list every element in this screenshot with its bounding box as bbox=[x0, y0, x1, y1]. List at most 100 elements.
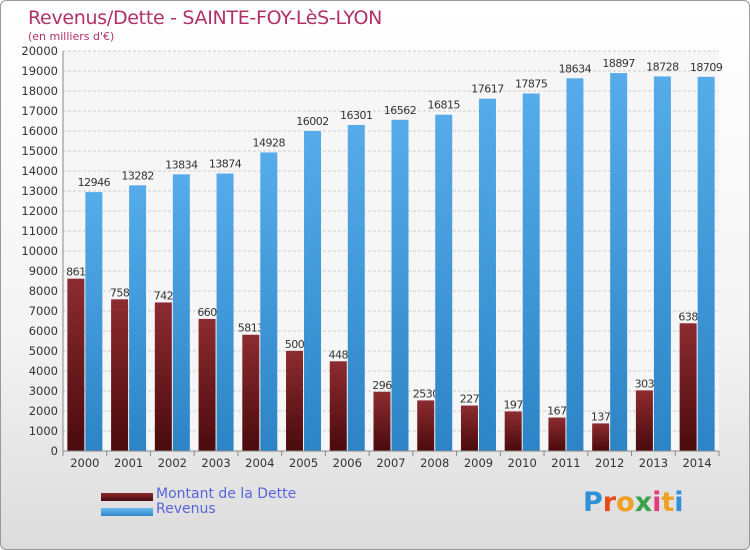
data-label-revenus: 16562 bbox=[384, 104, 417, 117]
bar-revenus bbox=[304, 130, 322, 451]
bar-dette bbox=[67, 278, 85, 451]
y-tick-label: 9000 bbox=[29, 264, 58, 278]
bar-dette bbox=[154, 302, 172, 451]
x-tick-label: 2014 bbox=[682, 456, 711, 470]
bar-revenus bbox=[697, 76, 715, 451]
bar-revenus bbox=[435, 114, 453, 451]
proxiti-logo: Proxiti bbox=[583, 487, 684, 518]
data-label-revenus: 14928 bbox=[253, 136, 286, 149]
data-label-dette: 296 bbox=[372, 379, 392, 392]
y-tick-label: 16000 bbox=[21, 124, 58, 138]
x-tick-label: 2012 bbox=[595, 456, 624, 470]
y-tick-label: 11000 bbox=[21, 224, 58, 238]
x-tick-label: 2009 bbox=[464, 456, 493, 470]
chart-title: Revenus/Dette - SAINTE-FOY-LèS-LYON bbox=[28, 7, 383, 29]
bar-dette bbox=[286, 350, 304, 451]
y-tick-label: 0 bbox=[51, 444, 58, 458]
bar-dette bbox=[373, 391, 391, 451]
logo-letter: o bbox=[616, 487, 635, 518]
y-tick-label: 18000 bbox=[21, 84, 58, 98]
y-tick-label: 10000 bbox=[21, 244, 58, 258]
bar-revenus bbox=[216, 173, 234, 451]
y-tick-label: 20000 bbox=[21, 44, 58, 58]
bar-revenus bbox=[85, 192, 103, 451]
bar-dette bbox=[504, 411, 522, 451]
data-label-revenus: 18709 bbox=[690, 61, 723, 74]
data-label-revenus: 18728 bbox=[646, 60, 679, 73]
y-tick-label: 7000 bbox=[29, 304, 58, 318]
bar-dette bbox=[548, 417, 566, 451]
data-label-dette: 758 bbox=[110, 286, 130, 299]
data-label-revenus: 12946 bbox=[78, 176, 111, 189]
data-label-revenus: 16301 bbox=[340, 109, 373, 122]
data-label-dette: 660 bbox=[197, 306, 217, 319]
y-tick-label: 2000 bbox=[29, 404, 58, 418]
x-tick-label: 2011 bbox=[551, 456, 580, 470]
y-tick-label: 6000 bbox=[29, 324, 58, 338]
bar-revenus bbox=[129, 185, 147, 452]
bar-revenus bbox=[347, 124, 365, 451]
data-label-dette: 638 bbox=[678, 310, 698, 323]
y-tick-label: 17000 bbox=[21, 104, 58, 118]
legend-label-dette: Montant de la Dette bbox=[156, 486, 297, 502]
data-label-dette: 448 bbox=[329, 348, 349, 361]
legend-label-revenus: Revenus bbox=[156, 501, 216, 517]
bar-revenus bbox=[391, 119, 409, 451]
bar-revenus bbox=[522, 93, 540, 451]
y-tick-label: 8000 bbox=[29, 284, 58, 298]
x-tick-label: 2001 bbox=[114, 456, 143, 470]
data-label-dette: 5813 bbox=[238, 322, 264, 335]
y-tick-label: 4000 bbox=[29, 364, 58, 378]
data-label-revenus: 13834 bbox=[165, 158, 198, 171]
bar-revenus bbox=[172, 174, 190, 451]
data-label-dette: 197 bbox=[503, 398, 523, 411]
logo-letter: i bbox=[652, 487, 662, 518]
x-tick-label: 2000 bbox=[70, 456, 99, 470]
data-label-dette: 137 bbox=[591, 410, 611, 423]
data-label-revenus: 13282 bbox=[121, 169, 154, 182]
bar-revenus bbox=[478, 98, 496, 451]
x-tick-label: 2003 bbox=[201, 456, 230, 470]
data-label-dette: 303 bbox=[635, 377, 655, 390]
data-label-revenus: 13874 bbox=[209, 158, 242, 171]
y-tick-label: 14000 bbox=[21, 164, 58, 178]
x-tick-label: 2005 bbox=[289, 456, 318, 470]
y-tick-label: 12000 bbox=[21, 204, 58, 218]
bar-revenus bbox=[566, 78, 584, 451]
data-label-revenus: 16002 bbox=[296, 115, 329, 128]
data-label-dette: 227 bbox=[460, 393, 480, 406]
legend-swatch-revenus bbox=[101, 508, 153, 516]
x-tick-label: 2010 bbox=[508, 456, 537, 470]
logo-letter: r bbox=[602, 487, 617, 518]
y-tick-label: 1000 bbox=[29, 424, 58, 438]
data-label-dette: 742 bbox=[154, 289, 174, 302]
logo-letter: P bbox=[583, 487, 603, 518]
bar-dette bbox=[679, 323, 697, 451]
bar-dette bbox=[242, 334, 260, 451]
data-label-revenus: 18897 bbox=[602, 57, 635, 70]
bar-dette bbox=[417, 400, 435, 451]
bar-dette bbox=[592, 423, 610, 451]
logo-letter: x bbox=[634, 487, 653, 518]
x-tick-label: 2007 bbox=[376, 456, 405, 470]
chart-subtitle: (en milliers d'€) bbox=[28, 30, 115, 43]
bar-dette bbox=[198, 318, 216, 451]
bar-revenus bbox=[610, 73, 628, 451]
x-tick-label: 2006 bbox=[333, 456, 362, 470]
logo-letter: t bbox=[661, 487, 675, 518]
legend-swatch-dette bbox=[101, 493, 153, 501]
bar-revenus bbox=[653, 76, 671, 451]
bar-revenus bbox=[260, 152, 278, 451]
x-tick-label: 2008 bbox=[420, 456, 449, 470]
x-tick-label: 2004 bbox=[245, 456, 274, 470]
data-label-dette: 500 bbox=[285, 338, 305, 351]
data-label-dette: 861 bbox=[66, 266, 86, 279]
y-tick-label: 5000 bbox=[29, 344, 58, 358]
data-label-revenus: 17875 bbox=[515, 78, 548, 91]
y-tick-label: 3000 bbox=[29, 384, 58, 398]
data-label-revenus: 18634 bbox=[559, 62, 592, 75]
bar-dette bbox=[111, 299, 129, 451]
data-label-revenus: 16815 bbox=[427, 99, 460, 112]
bar-dette bbox=[460, 405, 478, 451]
